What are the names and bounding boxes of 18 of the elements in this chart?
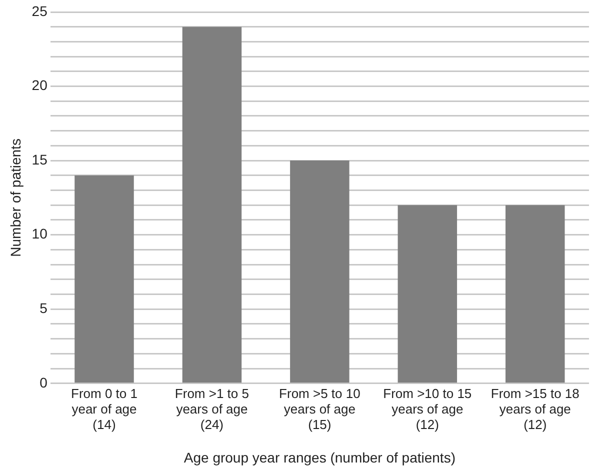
y-tick-label: 5 <box>40 300 48 316</box>
x-tick-label: From >5 to 10 years of age (15) <box>279 386 360 432</box>
y-tick-label: 10 <box>32 226 48 242</box>
x-tick-label: From 0 to 1 year of age (14) <box>71 386 138 432</box>
y-tick-label: 25 <box>32 2 48 19</box>
bar <box>74 175 134 383</box>
y-tick-label: 0 <box>40 374 48 390</box>
y-axis-title: Number of patients <box>7 138 24 257</box>
bar <box>398 205 458 383</box>
x-tick-label: From >15 to 18 years of age (12) <box>490 386 580 432</box>
bar <box>182 26 242 383</box>
y-tick-label: 20 <box>32 77 48 94</box>
bar <box>290 160 350 383</box>
y-tick-label: 15 <box>32 151 48 168</box>
x-tick-label: From >1 to 5 years of age (24) <box>174 386 249 432</box>
x-axis-title: Age group year ranges (number of patients) <box>184 449 456 466</box>
x-tick-label: From >10 to 15 years of age (12) <box>383 386 472 432</box>
bar <box>506 205 565 383</box>
